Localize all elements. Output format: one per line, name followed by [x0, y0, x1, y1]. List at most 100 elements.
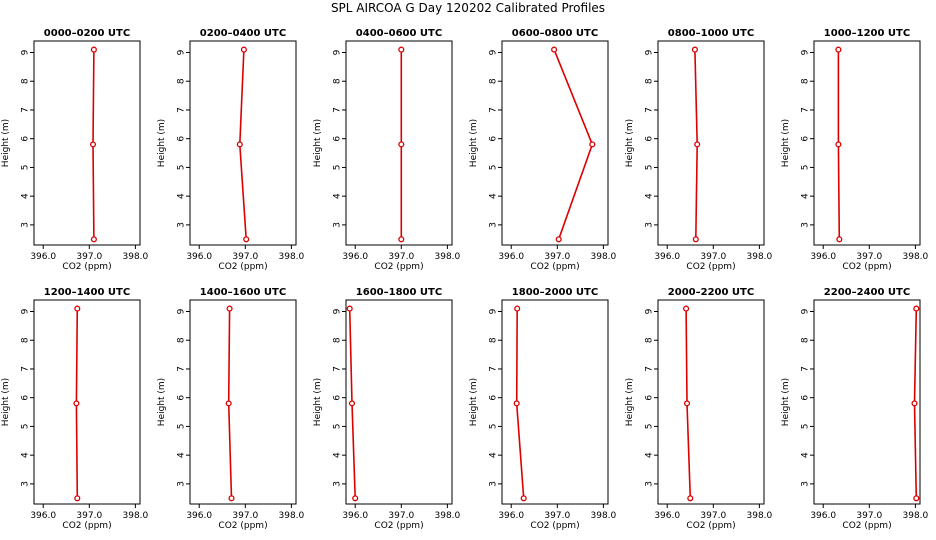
- panel-title: 0200–0400 UTC: [200, 28, 286, 39]
- x-tick-label: 396.0: [342, 252, 368, 262]
- data-point: [694, 141, 701, 148]
- panel-title: 2000–2200 UTC: [668, 287, 754, 298]
- y-axis-label: Height (m): [625, 378, 635, 426]
- x-tick-label: 396.0: [30, 511, 56, 521]
- data-point: [236, 141, 243, 148]
- y-tick-label: 7: [177, 366, 187, 372]
- y-tick-label: 6: [333, 395, 343, 401]
- y-tick-label: 7: [645, 107, 655, 113]
- y-axis-label: Height (m): [313, 119, 323, 167]
- y-tick-label: 8: [333, 78, 343, 84]
- y-tick-label: 9: [645, 308, 655, 314]
- y-tick-label: 7: [21, 107, 31, 113]
- y-tick-label: 6: [177, 395, 187, 401]
- data-point: [74, 305, 81, 312]
- y-tick-label: 6: [333, 136, 343, 142]
- y-tick-label: 3: [489, 481, 499, 487]
- data-point: [835, 141, 842, 148]
- y-tick-label: 4: [177, 193, 187, 199]
- y-tick-label: 8: [801, 337, 811, 343]
- data-point: [691, 46, 698, 53]
- y-tick-label: 4: [801, 193, 811, 199]
- data-point: [348, 400, 356, 407]
- panel-title: 0800–1000 UTC: [668, 28, 754, 39]
- y-axis-label: Height (m): [157, 378, 167, 426]
- data-point: [683, 400, 691, 407]
- y-tick-label: 4: [333, 452, 343, 458]
- panel-title: 0000–0200 UTC: [44, 28, 130, 39]
- y-tick-label: 6: [489, 136, 499, 142]
- y-tick-label: 8: [177, 78, 187, 84]
- y-tick-label: 7: [333, 107, 343, 113]
- y-tick-label: 3: [177, 481, 187, 487]
- y-tick-label: 3: [333, 222, 343, 228]
- y-tick-label: 7: [489, 366, 499, 372]
- x-tick-label: 398.0: [435, 511, 461, 521]
- data-point: [520, 495, 527, 502]
- x-axis-label: CO2 (ppm): [686, 262, 735, 272]
- y-tick-label: 5: [489, 165, 499, 171]
- data-point: [89, 141, 97, 148]
- x-tick-label: 397.0: [856, 252, 882, 262]
- y-tick-label: 8: [801, 78, 811, 84]
- y-tick-label: 4: [21, 193, 31, 199]
- y-tick-label: 9: [333, 308, 343, 314]
- panel-title: 0600–0800 UTC: [512, 28, 598, 39]
- x-tick-label: 398.0: [279, 511, 305, 521]
- data-point: [687, 495, 694, 502]
- y-tick-label: 9: [177, 308, 187, 314]
- x-axis-label: CO2 (ppm): [530, 262, 579, 272]
- y-tick-label: 8: [645, 78, 655, 84]
- y-tick-label: 5: [177, 424, 187, 430]
- x-tick-label: 396.0: [30, 252, 56, 262]
- plot-frame: [33, 40, 141, 246]
- y-tick-label: 5: [645, 424, 655, 430]
- x-tick-label: 397.0: [76, 252, 102, 262]
- y-tick-label: 9: [177, 49, 187, 55]
- y-tick-label: 6: [21, 395, 31, 401]
- x-tick-label: 396.0: [498, 511, 524, 521]
- y-tick-label: 7: [177, 107, 187, 113]
- y-tick-label: 8: [21, 78, 31, 84]
- x-axis-label: CO2 (ppm): [842, 262, 891, 272]
- panel-title: 2200–2400 UTC: [824, 287, 910, 298]
- x-tick-label: 398.0: [279, 252, 305, 262]
- y-tick-label: 4: [21, 452, 31, 458]
- x-tick-label: 398.0: [903, 252, 929, 262]
- data-point: [514, 305, 521, 312]
- data-point: [398, 236, 405, 243]
- y-tick-label: 8: [645, 337, 655, 343]
- profile-line: [553, 49, 594, 240]
- x-axis-label: CO2 (ppm): [374, 262, 423, 272]
- panel-title: 1000–1200 UTC: [824, 28, 910, 39]
- y-tick-label: 6: [645, 395, 655, 401]
- data-point: [513, 400, 520, 407]
- y-tick-label: 7: [21, 366, 31, 372]
- panel-title: 0400–0600 UTC: [356, 28, 442, 39]
- x-tick-label: 398.0: [903, 511, 929, 521]
- y-tick-label: 4: [489, 193, 499, 199]
- x-tick-label: 397.0: [232, 511, 258, 521]
- y-tick-label: 4: [645, 452, 655, 458]
- y-tick-label: 6: [177, 136, 187, 142]
- data-point: [352, 495, 359, 502]
- x-axis-label: CO2 (ppm): [842, 521, 891, 531]
- y-axis-label: Height (m): [313, 378, 323, 426]
- data-point: [73, 400, 80, 407]
- x-axis-label: CO2 (ppm): [530, 521, 579, 531]
- data-point: [836, 236, 843, 243]
- figure-title: SPL AIRCOA G Day 120202 Calibrated Profi…: [330, 1, 606, 15]
- y-tick-label: 4: [333, 193, 343, 199]
- y-tick-label: 9: [645, 49, 655, 55]
- y-tick-label: 8: [489, 337, 499, 343]
- y-tick-label: 4: [489, 452, 499, 458]
- data-point: [911, 400, 918, 407]
- x-tick-label: 397.0: [856, 511, 882, 521]
- x-tick-label: 398.0: [747, 252, 773, 262]
- y-tick-label: 5: [801, 424, 811, 430]
- y-tick-label: 8: [177, 337, 187, 343]
- plot-frame: [813, 299, 921, 505]
- x-tick-label: 398.0: [435, 252, 461, 262]
- y-tick-label: 8: [333, 337, 343, 343]
